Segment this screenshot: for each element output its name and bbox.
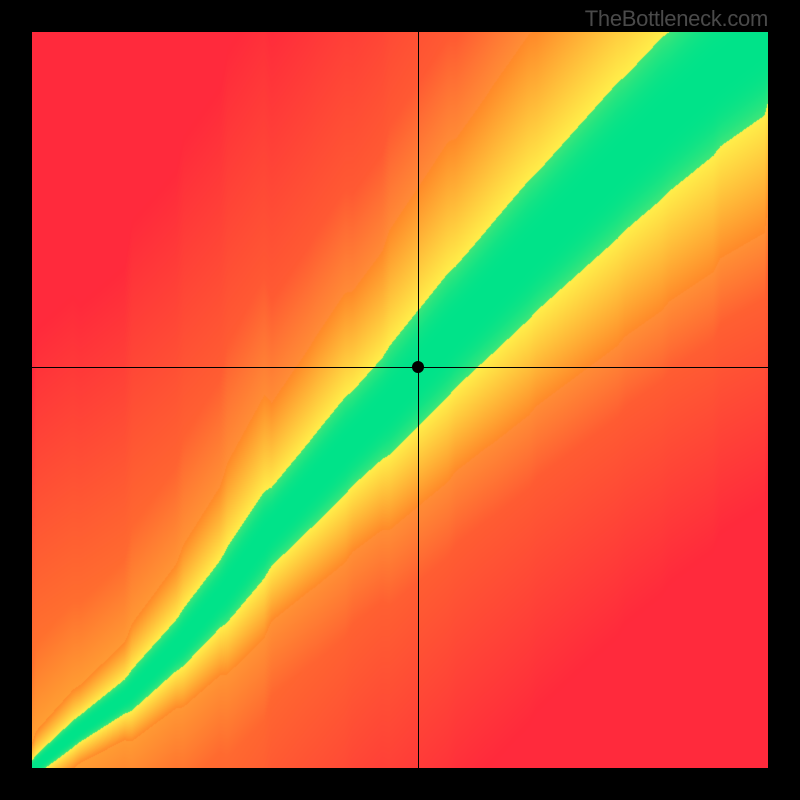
crosshair-vertical: [418, 32, 419, 768]
crosshair-horizontal: [32, 367, 768, 368]
plot-frame: [32, 32, 768, 768]
crosshair-marker: [412, 361, 424, 373]
page-root: TheBottleneck.com: [0, 0, 800, 800]
bottleneck-heatmap: [32, 32, 768, 768]
attribution-label: TheBottleneck.com: [585, 6, 768, 32]
